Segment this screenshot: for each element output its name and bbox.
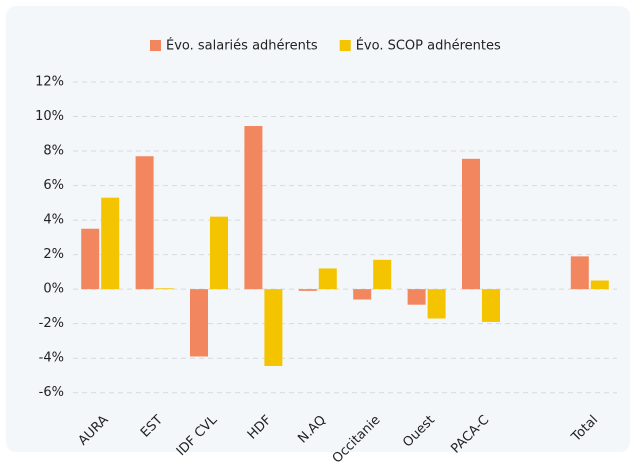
y-tick-label: 12% [35,75,64,90]
y-tick-label: -6% [39,385,64,400]
bar [482,289,500,322]
bar [135,156,154,290]
legend-swatch [150,40,161,51]
bar [81,228,100,290]
y-tick-label: 2% [43,247,64,262]
bar [353,289,372,300]
bar [373,259,392,290]
y-tick-label: 0% [43,282,64,297]
y-tick-label: 8% [43,144,64,159]
legend-label: Évo. salariés adhérents [166,38,318,54]
bar [155,288,174,290]
legend-swatch [339,40,351,51]
legend-label: Évo. SCOP adhérentes [356,38,501,54]
bar [244,126,263,290]
bar [570,256,589,290]
y-tick-label: -4% [39,351,64,366]
bar [298,289,317,291]
bar [590,280,609,290]
bar [190,289,208,357]
y-tick-label: -2% [39,316,64,331]
bar [427,289,446,319]
bar [407,289,426,305]
y-tick-label: 6% [43,178,64,193]
bar [462,158,480,290]
bar [210,216,228,290]
bar [264,289,283,366]
chart-card [6,6,630,452]
y-tick-label: 10% [35,109,64,124]
bar [101,197,120,290]
y-tick-label: 4% [43,213,64,228]
bar [318,268,337,290]
